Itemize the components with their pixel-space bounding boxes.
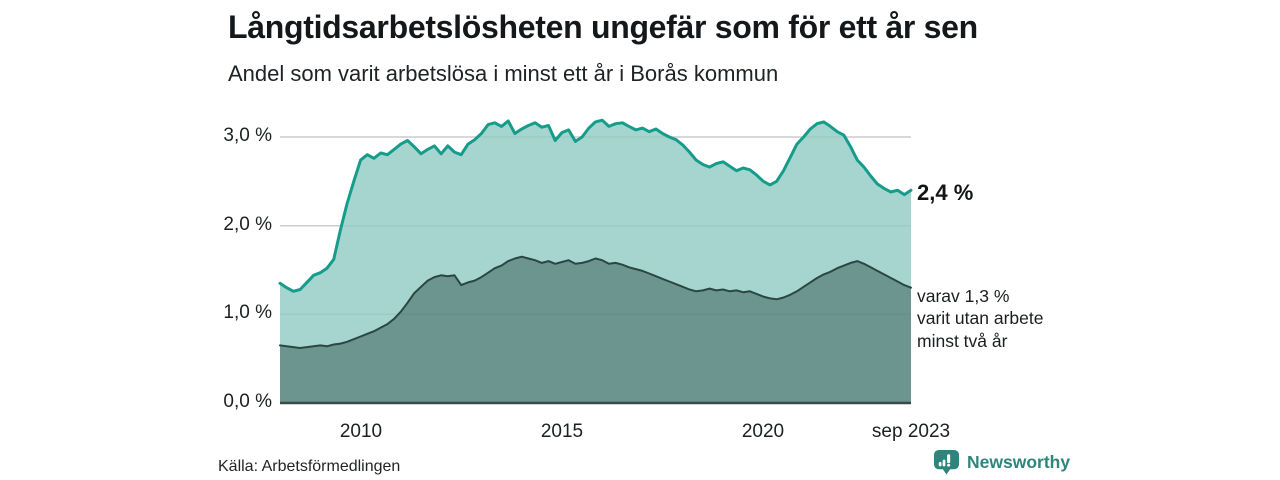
newsworthy-logo-text: Newsworthy	[967, 452, 1071, 472]
annotation-two-year-line3: minst två år	[917, 330, 1008, 351]
x-axis-label-2010: 2010	[339, 421, 383, 442]
y-axis-label-1: 1,0 %	[223, 302, 272, 323]
annotation-latest-total: 2,4 %	[917, 180, 974, 205]
annotation-two-year-line2: varit utan arbete	[917, 308, 1044, 329]
newsworthy-logo: Newsworthy	[933, 449, 1070, 476]
newsworthy-logo-icon	[933, 449, 960, 475]
x-axis-label-sep-2023: sep 2023	[871, 421, 951, 442]
series-total-line	[278, 118, 913, 293]
page-subtitle: Andel som varit arbetslösa i minst ett å…	[228, 61, 779, 86]
page-title: Långtidsarbetslösheten ungefär som för e…	[228, 9, 978, 45]
annotation-two-year: varav 1,3 % varit utan arbete minst två …	[917, 285, 1043, 352]
x-axis-label-2015: 2015	[540, 421, 584, 442]
y-axis-label-3: 3,0 %	[223, 125, 272, 146]
series-total-area	[280, 120, 911, 403]
series-two-year-line	[279, 255, 912, 349]
y-axis-label-2: 2,0 %	[223, 214, 272, 235]
y-axis-label-0: 0,0 %	[223, 391, 272, 412]
x-axis-label-2020: 2020	[741, 421, 785, 442]
annotation-two-year-line1: varav 1,3 %	[917, 286, 1010, 306]
source-text: Källa: Arbetsförmedlingen	[218, 458, 401, 475]
